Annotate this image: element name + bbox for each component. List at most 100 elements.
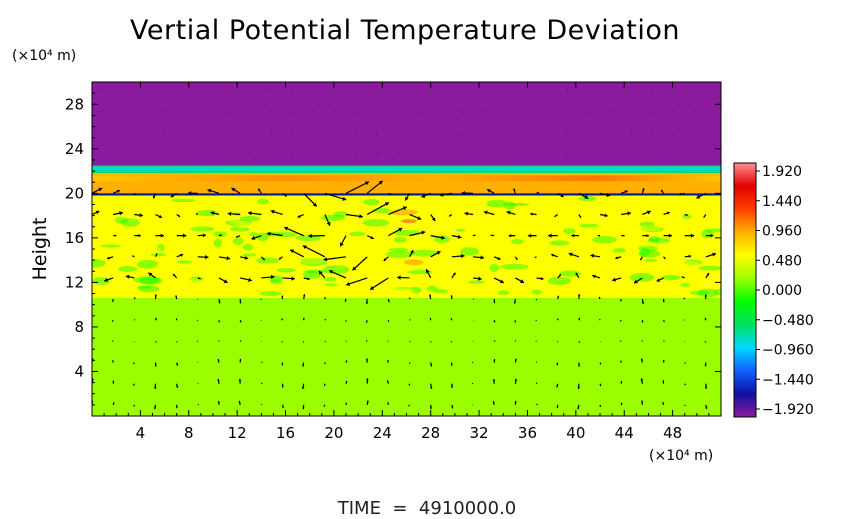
wind-vector-dot [524, 90, 526, 92]
wind-vector [493, 320, 496, 323]
heatmap-texture [100, 244, 120, 248]
wind-vector-dot [291, 111, 293, 113]
wind-vector-head [238, 400, 241, 403]
wind-vector [662, 401, 665, 406]
heatmap-texture [256, 257, 279, 264]
y-tick-label: 12 [65, 273, 84, 291]
wind-vector-head [281, 295, 284, 298]
wind-vector-dot [651, 153, 653, 155]
wind-vector-head [712, 252, 717, 257]
wind-vector-dot [503, 153, 505, 155]
wind-vector-head [704, 364, 707, 367]
wind-vector-head [514, 400, 517, 403]
x-tick-label: 48 [663, 424, 682, 442]
colorbar-label: 0.960 [762, 224, 802, 240]
wind-vector-head [329, 269, 333, 274]
wind-vector-dot [122, 132, 124, 134]
wind-vector [599, 383, 602, 387]
heatmap-texture [349, 231, 366, 236]
x-tick-label: 24 [373, 424, 392, 442]
wind-vector-dot [397, 153, 399, 155]
wind-vector-head [548, 233, 552, 238]
heatmap-texture [127, 233, 155, 239]
heatmap-texture [394, 237, 407, 243]
heatmap-layer [92, 297, 721, 416]
wind-vector-head [430, 364, 433, 367]
wind-vector-head [365, 358, 368, 361]
heatmap-texture [559, 270, 582, 277]
heatmap-texture [517, 278, 536, 287]
heatmap-texture [661, 274, 681, 281]
wind-vector-dot [439, 132, 441, 134]
wind-vector-dot [566, 153, 568, 155]
wind-vector [218, 234, 222, 237]
heatmap-texture [455, 228, 466, 232]
heatmap-texture [92, 257, 105, 261]
wind-vector-head [153, 407, 157, 410]
wind-vector-head [688, 254, 692, 258]
heatmap-texture [386, 250, 413, 258]
wind-vector-head [662, 301, 665, 303]
wind-vector-head [217, 358, 220, 361]
wind-vector-head [421, 193, 426, 198]
wind-vector-dot [482, 153, 484, 155]
heatmap-texture [531, 289, 543, 295]
wind-vector-dot [270, 111, 272, 113]
wind-vector-head [575, 272, 579, 276]
wind-vector-head [641, 400, 644, 403]
heatmap-texture [186, 281, 201, 288]
wind-vector-head [218, 301, 221, 304]
wind-vector-head [95, 210, 100, 215]
colorbar-label: −0.480 [762, 313, 814, 329]
wind-vector-head [227, 211, 232, 216]
wind-vector-dot [418, 90, 420, 92]
wind-vector-head [248, 211, 252, 216]
wind-vector-head [402, 206, 407, 211]
y-axis: 4 8 12 16 20 24 28 [65, 92, 721, 406]
wind-vector-head [178, 215, 181, 217]
heatmap-texture [171, 198, 196, 203]
wind-vector [578, 341, 581, 343]
wind-vector-dot [418, 153, 420, 155]
x-tick-label: 20 [324, 424, 343, 442]
x-tick-label: 16 [276, 424, 295, 442]
y-tick-label: 24 [65, 140, 84, 158]
wind-vector [195, 213, 199, 216]
wind-vector-head [508, 234, 512, 238]
heatmap-texture [249, 232, 258, 237]
heatmap-texture [363, 198, 380, 206]
wind-vector-head [187, 191, 192, 196]
heatmap-warm-streak [92, 175, 721, 182]
wind-vector [365, 339, 368, 342]
wind-vector-head [519, 279, 524, 283]
wind-vector-dot [333, 111, 336, 113]
wind-vector-head [705, 407, 708, 409]
wind-vector [578, 317, 581, 321]
wind-vector [324, 192, 347, 201]
wind-vector-dot [630, 90, 632, 92]
colorbar-scale [733, 162, 757, 418]
heatmap-texture [324, 283, 338, 287]
heatmap-texture [242, 243, 254, 251]
heatmap-texture [190, 290, 201, 297]
wind-vector-head [528, 233, 532, 238]
wind-vector-dot [312, 90, 314, 92]
wind-vector-head [704, 386, 708, 389]
wind-vector [620, 402, 623, 406]
heatmap-texture [196, 210, 219, 217]
wind-vector-head [429, 294, 432, 297]
wind-vector-head [668, 233, 673, 238]
heatmap-cold-streak [92, 166, 721, 172]
heatmap-texture [426, 285, 438, 292]
wind-vector-head [641, 301, 645, 304]
wind-vector-head [282, 406, 284, 409]
wind-vector-dot [206, 111, 209, 113]
wind-vector-head [297, 214, 301, 218]
heatmap-texture [114, 216, 128, 224]
wind-vector-head [207, 188, 212, 193]
x-axis-unit: (×10⁴ m) [649, 448, 713, 464]
x-tick-label: 28 [421, 424, 440, 442]
heatmap-texture [640, 226, 664, 233]
wind-vector [663, 256, 666, 260]
